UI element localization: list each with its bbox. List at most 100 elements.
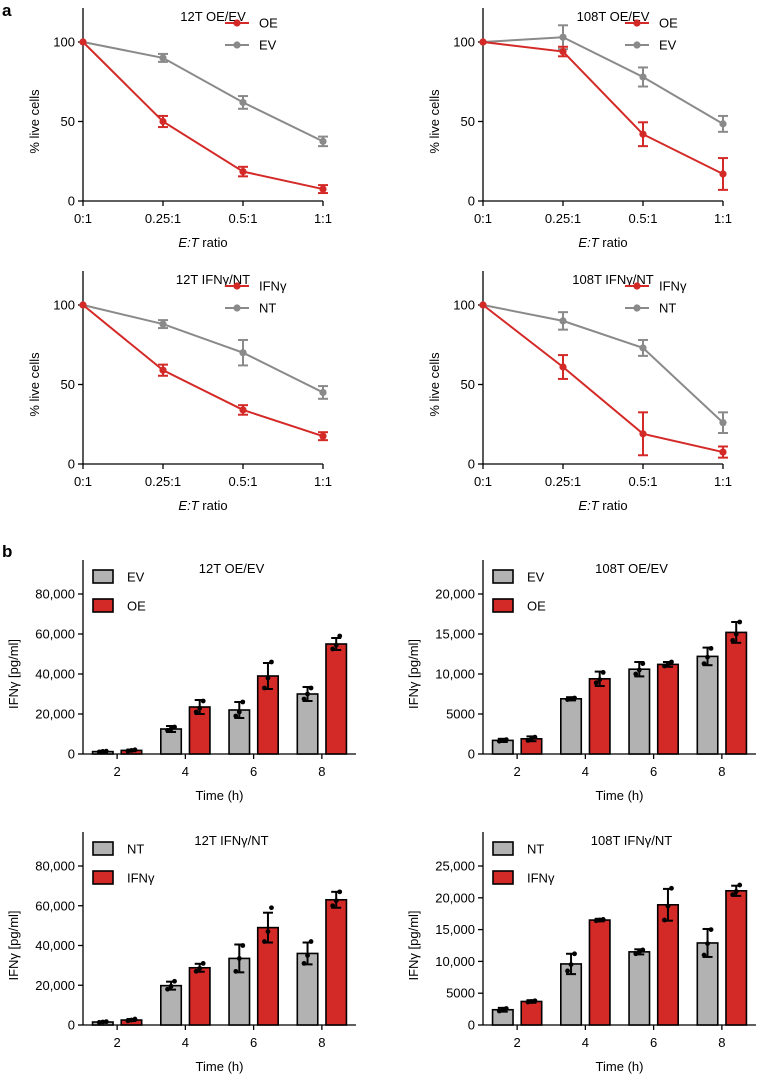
data-point [719,170,727,178]
y-tick-label: 0 [468,457,475,472]
y-tick-label: 20,000 [435,587,475,602]
x-tick-label: 4 [182,1035,189,1050]
replicate-dot [330,903,336,909]
y-tick-label: 60,000 [35,898,75,913]
chart-4: 0 50 100 % live cells 108T IFNγ/NT 0:1 0.25:1 0… [427,271,732,513]
replicate-dot [600,670,606,675]
replicate-dot [333,642,339,648]
bar [520,1000,543,1026]
legend-swatch [492,870,514,885]
replicate-dot [705,941,710,946]
replicate-dot [172,724,177,730]
chart-1: 0 50 100 % live cells 12T OE/EV 0:1 0.25:1 0.5:… [27,8,332,250]
chart-title: 108T OE/EV [595,561,668,576]
replicate-dot [708,646,714,651]
replicate-dot [708,927,714,932]
legend-swatch [92,870,114,885]
x-tick-label: 0:1 [74,211,92,226]
replicate-dot [168,726,174,732]
x-tick-label: 0.5:1 [629,211,658,226]
replicate-dot [665,903,671,909]
replicate-dot [733,631,739,637]
data-point [479,301,487,309]
x-tick-label: 0:1 [474,211,492,226]
chart-2: 0 50 100 % live cells 108T OE/EV 0:1 0.25:1 0.5… [427,8,732,250]
x-tick-label: 1:1 [714,474,732,489]
replicate-dot [737,882,743,888]
legend-marker [233,282,241,290]
bar [656,663,679,755]
replicate-dot [301,696,307,702]
replicate-dot [301,960,307,966]
bar [560,697,583,755]
replicate-dot [240,699,246,705]
x-tick-label: 6 [250,764,257,779]
legend-swatch [92,569,114,584]
replicate-dot [233,968,239,974]
x-tick-label: 2 [514,1035,521,1050]
replicate-dot [568,696,574,702]
series-line [82,41,324,191]
bar [588,677,611,755]
legend-marker [233,41,241,49]
legend-label: EV [259,38,277,53]
replicate-dot [96,1020,102,1025]
legend-label: OE [659,16,678,31]
replicate-dot [172,978,177,984]
legend-swatch [492,569,514,584]
y-tick-label: 0 [68,747,75,762]
x-axis-label: E:T ratio [578,235,627,250]
legend-marker [633,19,641,27]
replicate-dot [662,917,667,923]
replicate-dot [529,999,534,1004]
chart-title: 12T OE/EV [199,561,265,576]
data-point [159,366,167,374]
chart-3: 0 50 100 % live cells 12T IFNγ/NT 0:1 0.25:1 0.… [27,271,332,513]
data-point [559,317,567,325]
replicate-dot [193,709,199,715]
data-point [559,363,567,371]
y-tick-label: 80,000 [35,859,75,874]
data-point [239,167,247,176]
replicate-dot [262,685,267,691]
x-tick-label: 1:1 [314,474,332,489]
x-tick-label: 2 [114,1035,121,1050]
x-axis-label: Time (h) [596,1059,644,1074]
legend-label: NT [259,301,276,316]
data-point [639,344,647,352]
series-NT [491,927,719,1026]
y-tick-label: 20,000 [435,890,475,905]
series-line [82,41,324,143]
data-point [159,117,167,126]
replicate-dot [103,1019,109,1025]
replicate-dot [500,738,506,743]
x-tick-label: 0.5:1 [229,474,258,489]
data-point [479,38,487,46]
legend-label: EV [527,570,545,585]
x-tick-label: 8 [318,1035,325,1050]
replicate-dot [165,986,170,992]
x-tick-label: 0.25:1 [145,474,181,489]
replicate-dot [636,667,642,673]
legend-swatch [92,841,114,856]
y-tick-label: 5000 [446,986,475,1001]
y-tick-label: 50 [461,114,475,129]
x-axis-label: Time (h) [196,1059,244,1074]
y-tick-label: 15,000 [435,627,475,642]
x-axis-label: E:T ratio [178,235,227,250]
y-tick-label: 20,000 [35,707,75,722]
x-axis-label: Time (h) [596,788,644,803]
legend-label: NT [659,301,676,316]
chart-title: 108T IFNγ/NT [572,272,653,287]
x-tick-label: 6 [650,1035,657,1050]
replicate-dot [200,960,206,966]
y-tick-label: 100 [53,298,75,313]
y-tick-label: 0 [468,1018,475,1033]
replicate-dot [265,675,271,681]
replicate-dot [597,677,603,682]
y-tick-label: 0 [68,1018,75,1033]
data-point [719,120,727,128]
replicate-dot [305,953,310,958]
series-OE [479,38,728,191]
x-tick-label: 0.25:1 [545,211,581,226]
